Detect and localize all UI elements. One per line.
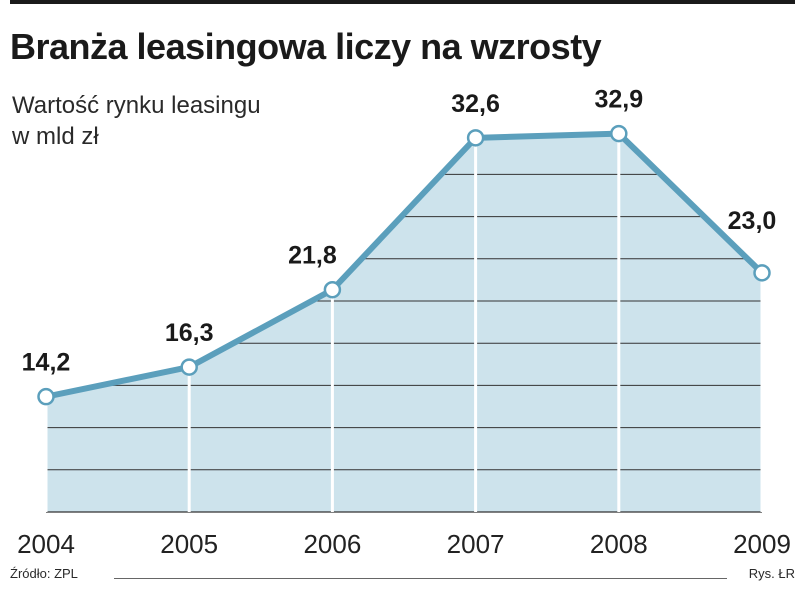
- data-label: 14,2: [22, 349, 71, 377]
- data-point: [180, 358, 198, 376]
- area-fill: [46, 133, 762, 512]
- data-point: [610, 124, 628, 143]
- data-point: [323, 280, 342, 299]
- x-tick-label: 2006: [303, 529, 361, 559]
- data-point: [753, 264, 771, 282]
- chart-subtitle: Wartość rynku leasingu w mld zł: [12, 92, 261, 150]
- top-rule: [10, 0, 795, 4]
- series-line: [43, 130, 765, 400]
- data-label: 32,6: [451, 90, 500, 118]
- x-tick-label: 2005: [160, 529, 218, 559]
- footer: Źródło: ZPL Rys. ŁR: [10, 566, 795, 584]
- data-point: [37, 387, 55, 406]
- credit-note: Rys. ŁR: [748, 566, 795, 581]
- x-tick-label: 2004: [17, 529, 75, 559]
- footer-rule: [114, 578, 727, 579]
- data-label: 23,0: [728, 207, 777, 235]
- area-chart: 14,2 16,3 21,8 32,6 32,9 23,0 2004 2005 2006 200…: [17, 86, 791, 559]
- data-label: 21,8: [288, 242, 337, 270]
- data-label: 32,9: [594, 86, 643, 114]
- x-tick-label: 2009: [733, 529, 791, 559]
- x-tick-label: 2007: [447, 529, 505, 559]
- source-note: Źródło: ZPL: [10, 566, 78, 581]
- chart-title: Branża leasingowa liczy na wzrosty: [10, 26, 602, 67]
- x-tick-label: 2008: [590, 529, 648, 559]
- data-point: [466, 129, 485, 147]
- data-label: 16,3: [165, 319, 214, 347]
